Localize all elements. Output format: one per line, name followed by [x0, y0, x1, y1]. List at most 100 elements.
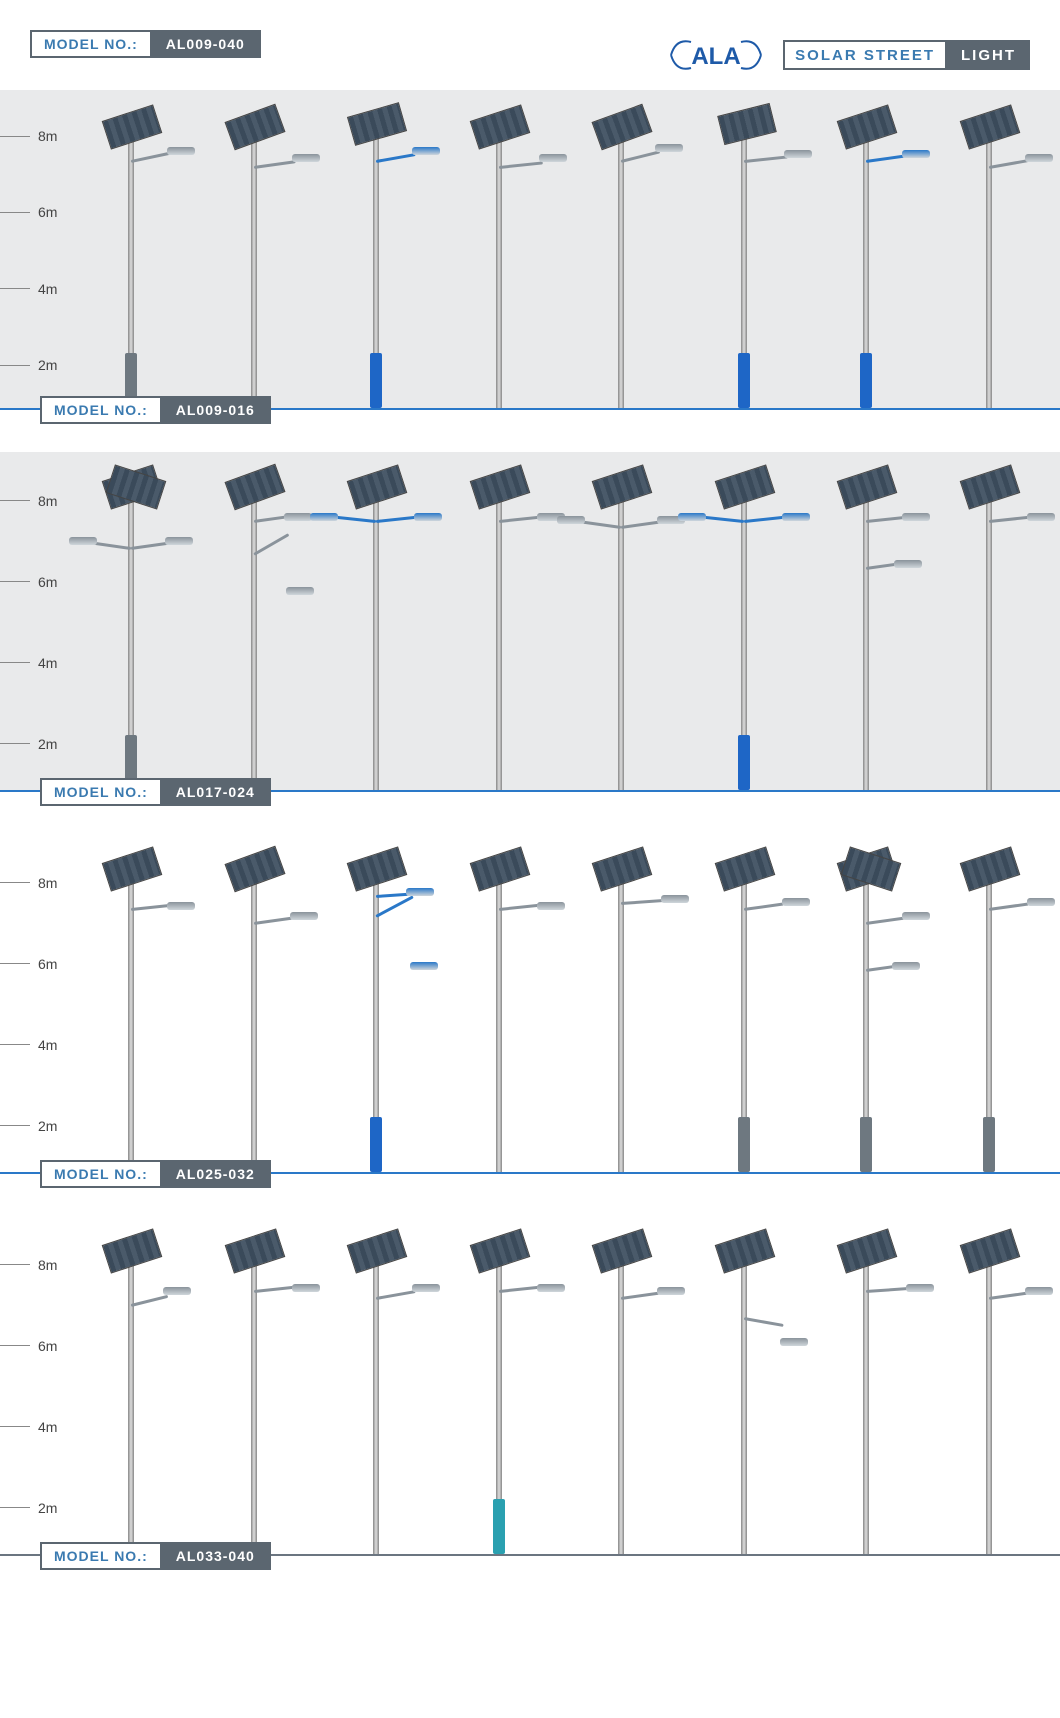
street-light-pole [204, 1216, 304, 1554]
height-label: 8m [38, 128, 57, 144]
lamp-head-icon [410, 962, 438, 970]
lamp-head-icon [414, 513, 442, 521]
brand-logo-icon: ALA [661, 30, 771, 80]
tick-icon [0, 1345, 30, 1346]
lamp-arm [744, 155, 788, 163]
pole-shaft [986, 1263, 992, 1554]
section-canvas: 8m6m4m2m [0, 90, 1060, 410]
height-mark: 2m [0, 1118, 57, 1134]
catalog-section: 8m6m4m2mMODEL NO.:AL025-032 [0, 834, 1060, 1216]
section-model-badge: MODEL NO.:AL009-016 [40, 396, 271, 424]
lamp-arm [499, 162, 543, 170]
tick-icon [0, 963, 30, 964]
lamp-head-icon [657, 1287, 685, 1295]
lamp-arm [499, 904, 541, 911]
tick-icon [0, 882, 30, 883]
pole-shaft [986, 135, 992, 408]
height-label: 8m [38, 1257, 57, 1273]
sections-container: 8m6m4m2mMODEL NO.:AL009-0168m6m4m2mMODEL… [0, 90, 1060, 1598]
tick-icon [0, 1264, 30, 1265]
lamp-head-icon [284, 513, 312, 521]
lamp-arm [744, 903, 786, 912]
lamp-arm [866, 1287, 910, 1293]
lamp-arm [499, 1286, 541, 1293]
lamp-head-icon [286, 587, 314, 595]
lamp-arm [499, 515, 541, 522]
height-label: 4m [38, 281, 57, 297]
pole-shaft [251, 135, 257, 408]
height-mark: 2m [0, 1500, 57, 1516]
lamp-head-icon [292, 1284, 320, 1292]
height-mark: 6m [0, 204, 57, 220]
street-light-pole [694, 452, 794, 790]
height-scale: 8m6m4m2m [0, 452, 70, 790]
lamp-arm [581, 521, 621, 530]
logo-text: ALA [691, 43, 740, 70]
lamp-head-icon [784, 150, 812, 158]
lamp-arm [989, 903, 1031, 912]
lamp-arm [334, 515, 376, 522]
height-mark: 4m [0, 281, 57, 297]
page-header: MODEL NO.: AL009-040 ALA SOLAR STREET LI… [0, 0, 1060, 90]
lamp-head-icon [902, 150, 930, 158]
lamp-arm [621, 899, 665, 905]
lamp-arm [866, 154, 906, 163]
model-label: MODEL NO.: [40, 1160, 160, 1188]
model-value: AL025-032 [160, 1160, 271, 1188]
lamp-arm [744, 515, 786, 522]
street-light-pole [81, 452, 181, 790]
lamp-head-icon [557, 516, 585, 524]
street-light-pole [326, 90, 426, 408]
pole-row [70, 452, 1050, 790]
pole-shaft [618, 881, 624, 1172]
lamp-arm [743, 1317, 783, 1327]
lamp-head-icon [537, 902, 565, 910]
height-label: 4m [38, 1037, 57, 1053]
catalog-page: MODEL NO.: AL009-040 ALA SOLAR STREET LI… [0, 0, 1060, 1598]
pole-row [70, 1216, 1050, 1554]
section-badge-wrap: MODEL NO.:AL009-016 [0, 396, 1060, 424]
section-badge-wrap: MODEL NO.:AL017-024 [0, 778, 1060, 806]
lamp-arm [376, 1290, 416, 1300]
street-light-pole [204, 452, 304, 790]
tick-icon [0, 743, 30, 744]
pole-shaft [128, 1263, 134, 1554]
lamp-arm [621, 1292, 661, 1301]
height-mark: 4m [0, 1037, 57, 1053]
title-part2: LIGHT [947, 40, 1030, 70]
street-light-pole [449, 834, 549, 1172]
catalog-section: 8m6m4m2mMODEL NO.:AL017-024 [0, 452, 1060, 834]
lamp-head-icon [1027, 898, 1055, 906]
street-light-pole [816, 452, 916, 790]
header-model-badge: MODEL NO.: AL009-040 [30, 30, 261, 58]
pole-shaft [251, 499, 257, 790]
model-value: AL009-040 [150, 30, 261, 58]
street-light-pole [816, 90, 916, 408]
lamp-head-icon [310, 513, 338, 521]
lamp-head-icon [655, 144, 683, 152]
pole-shaft [496, 499, 502, 790]
pole-shaft [618, 135, 624, 408]
section-model-badge: MODEL NO.:AL025-032 [40, 1160, 271, 1188]
lamp-head-icon [537, 1284, 565, 1292]
height-label: 6m [38, 1338, 57, 1354]
street-light-pole [449, 452, 549, 790]
street-light-pole [326, 834, 426, 1172]
tick-icon [0, 662, 30, 663]
tick-icon [0, 1426, 30, 1427]
lamp-arm [131, 152, 171, 163]
lamp-arm [131, 1295, 169, 1307]
section-badge-wrap: MODEL NO.:AL025-032 [0, 1160, 1060, 1188]
lamp-head-icon [290, 912, 318, 920]
title-part1: SOLAR STREET [783, 40, 947, 70]
lamp-head-icon [782, 513, 810, 521]
street-light-pole [571, 452, 671, 790]
street-light-pole [204, 834, 304, 1172]
lamp-head-icon [782, 898, 810, 906]
lamp-head-icon [539, 154, 567, 162]
lamp-arm [376, 153, 416, 163]
lamp-arm [866, 515, 906, 522]
lamp-arm [621, 521, 661, 530]
tick-icon [0, 212, 30, 213]
street-light-pole [816, 834, 916, 1172]
